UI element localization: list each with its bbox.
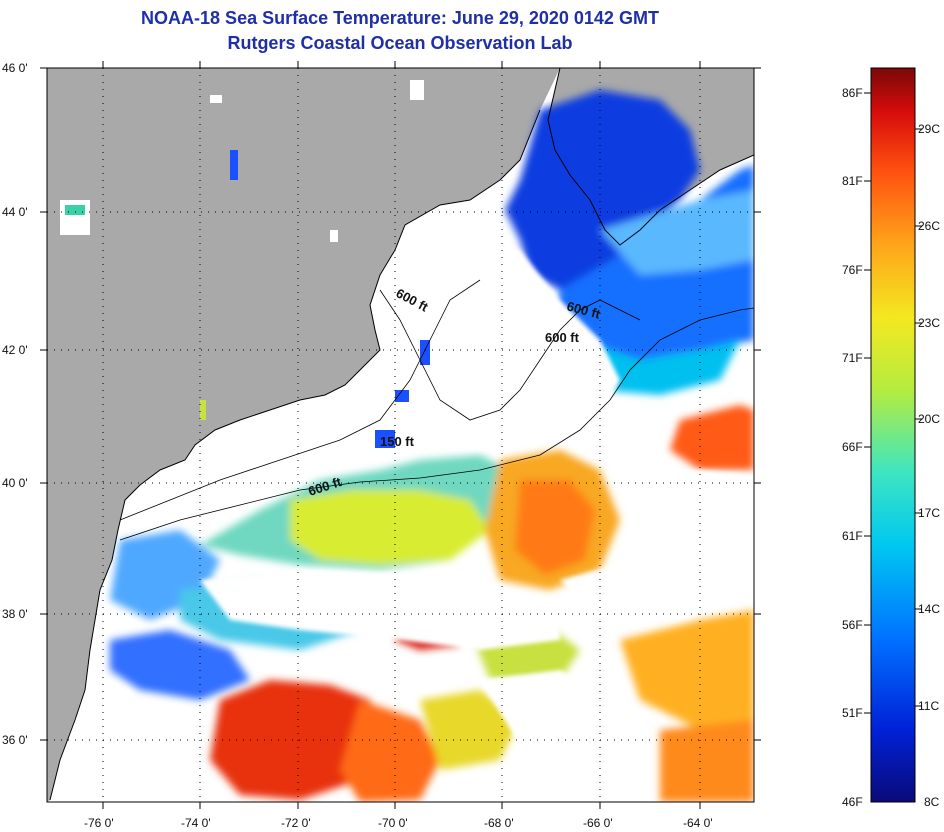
contour-600ft xyxy=(119,307,754,541)
map-subtitle: Rutgers Coastal Ocean Observation Lab xyxy=(227,33,573,53)
lon-label-76: -76 0' xyxy=(84,816,114,830)
colorbar-label-26c: 26C xyxy=(918,219,941,233)
colorbar-label-17c: 17C xyxy=(918,506,941,520)
colorbar-label-56f: 56F xyxy=(842,618,863,632)
lon-label-74: -74 0' xyxy=(181,816,211,830)
cloud-east-2 xyxy=(620,470,754,550)
colorbar xyxy=(870,67,916,803)
lon-label-66: -66 0' xyxy=(583,816,613,830)
colorbar-label-66f: 66F xyxy=(842,440,863,454)
colorbar-label-23c: 23C xyxy=(918,316,941,330)
map-frame xyxy=(46,67,755,803)
colorbar-label-14c: 14C xyxy=(918,602,941,616)
colorbar-label-76f: 76F xyxy=(842,263,863,277)
lat-label-40: 40 0' xyxy=(2,476,28,490)
lat-label-44: 44 0' xyxy=(2,205,28,219)
colorbar-label-81f: 81F xyxy=(842,174,863,188)
lon-label-72: -72 0' xyxy=(281,816,311,830)
lon-label-68: -68 0' xyxy=(484,816,514,830)
sst-warm-southeast xyxy=(620,610,754,730)
colorbar-label-29c: 29C xyxy=(918,122,941,136)
sst-cold-bay-of-fundy xyxy=(505,90,700,290)
colorbar-label-61f: 61F xyxy=(842,529,863,543)
sst-hatteras-shelf xyxy=(110,630,250,700)
sst-warm-shelf xyxy=(290,490,490,565)
colorbar-label-46f: 46F xyxy=(842,795,863,809)
colorbar-label-51f: 51F xyxy=(842,706,863,720)
colorbar-label-20c: 20C xyxy=(918,412,941,426)
lat-label-36: 36 0' xyxy=(2,733,28,747)
colorbar-label-8c: 8C xyxy=(924,795,940,809)
sst-warm-east xyxy=(670,405,754,470)
lon-label-70: -70 0' xyxy=(378,816,408,830)
sst-shelf-edge xyxy=(580,340,740,395)
colorbar-label-86f: 86F xyxy=(842,86,863,100)
sst-yellow-patch xyxy=(420,690,520,770)
contour-label-3: 600 ft xyxy=(545,330,580,345)
colorbar-label-71f: 71F xyxy=(842,351,863,365)
cloud-east xyxy=(560,560,720,620)
lat-label-46: 46 0' xyxy=(2,61,28,75)
cloud-coast-south xyxy=(80,680,140,740)
cloud-gulf-of-maine xyxy=(390,240,620,450)
sst-warm-southeast-corner xyxy=(660,720,754,802)
sst-scotian-shelf-light xyxy=(600,190,754,275)
axis-ticks xyxy=(40,61,761,809)
sst-gulf-stream-south xyxy=(210,680,380,800)
lon-label-64: -64 0' xyxy=(683,816,713,830)
contour-label-4: 150 ft xyxy=(380,434,415,449)
lat-label-38: 38 0' xyxy=(2,607,28,621)
sst-warm-core xyxy=(515,480,595,575)
cloud-band-middle xyxy=(200,570,560,650)
cloud-south xyxy=(480,670,620,745)
cloud-specks xyxy=(60,80,430,448)
coastline xyxy=(49,68,754,801)
colorbar-ticks xyxy=(864,92,922,714)
map-title: NOAA-18 Sea Surface Temperature: June 29… xyxy=(141,8,659,28)
land-us-northeast xyxy=(47,68,560,802)
colorbar-label-11c: 11C xyxy=(918,699,940,713)
contour-150ft xyxy=(119,279,481,521)
contour-gulf-of-maine xyxy=(379,289,641,421)
sst-gulf-stream-tail xyxy=(340,700,440,802)
lat-label-42: 42 0' xyxy=(2,343,28,357)
